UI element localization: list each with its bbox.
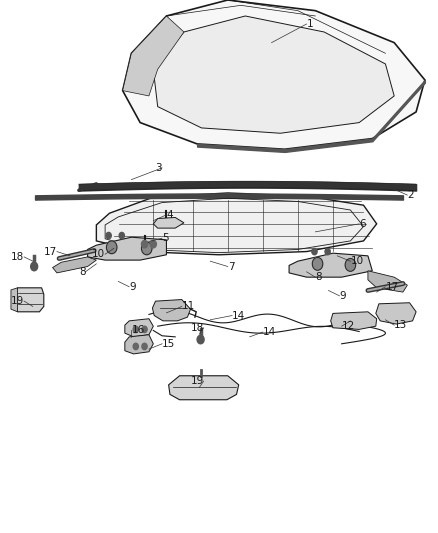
Text: 12: 12 (342, 321, 355, 331)
Text: 5: 5 (162, 233, 169, 243)
Circle shape (119, 232, 124, 239)
Text: 11: 11 (182, 302, 195, 311)
Text: 19: 19 (11, 296, 24, 306)
Text: 19: 19 (191, 376, 204, 386)
Circle shape (133, 343, 138, 350)
Circle shape (312, 257, 323, 270)
Text: 1: 1 (307, 19, 313, 29)
Text: 15: 15 (162, 339, 175, 349)
Circle shape (106, 232, 111, 239)
Polygon shape (331, 312, 377, 329)
Circle shape (312, 248, 317, 255)
Text: 8: 8 (79, 267, 85, 277)
Polygon shape (16, 288, 44, 312)
Polygon shape (152, 300, 191, 321)
Text: 7: 7 (228, 262, 234, 271)
Polygon shape (123, 0, 425, 149)
Circle shape (325, 248, 330, 255)
Polygon shape (153, 217, 184, 228)
Circle shape (142, 326, 147, 333)
Text: 10: 10 (350, 256, 364, 266)
Polygon shape (376, 303, 416, 324)
Polygon shape (123, 16, 184, 96)
Circle shape (142, 343, 147, 350)
Polygon shape (368, 271, 407, 292)
Text: 16: 16 (131, 326, 145, 335)
Polygon shape (125, 335, 153, 354)
Text: 4: 4 (166, 210, 173, 220)
Text: 14: 14 (232, 311, 245, 320)
Circle shape (31, 262, 38, 271)
Text: 8: 8 (315, 272, 322, 282)
Text: 17: 17 (385, 282, 399, 292)
Polygon shape (11, 288, 18, 312)
Circle shape (197, 335, 204, 344)
Text: 18: 18 (11, 252, 24, 262)
Circle shape (150, 240, 156, 248)
Text: 6: 6 (359, 219, 366, 229)
Circle shape (141, 242, 152, 255)
Polygon shape (125, 319, 153, 337)
Text: 10: 10 (92, 249, 105, 259)
Circle shape (133, 326, 138, 333)
Polygon shape (169, 376, 239, 400)
Polygon shape (96, 193, 377, 255)
Circle shape (141, 240, 148, 248)
Circle shape (106, 241, 117, 254)
Circle shape (345, 259, 356, 271)
Polygon shape (153, 16, 394, 133)
Polygon shape (53, 257, 96, 273)
Text: 14: 14 (263, 327, 276, 337)
Polygon shape (289, 253, 372, 277)
Text: 18: 18 (191, 323, 204, 333)
Text: 3: 3 (155, 163, 162, 173)
Text: 13: 13 (394, 320, 407, 330)
Text: 17: 17 (44, 247, 57, 256)
Text: 9: 9 (129, 282, 136, 292)
Polygon shape (88, 237, 166, 260)
Text: 2: 2 (407, 190, 414, 200)
Text: 9: 9 (339, 291, 346, 301)
